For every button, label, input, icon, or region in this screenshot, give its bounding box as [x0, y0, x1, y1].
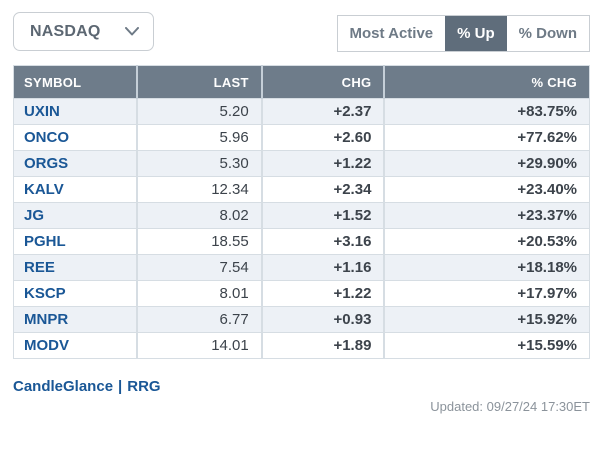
table-row: PGHL 18.55 +3.16 +20.53% — [13, 228, 590, 255]
link-separator: | — [118, 378, 123, 395]
topbar: NASDAQ Most Active % Up % Down — [13, 12, 590, 52]
table-row: MNPR 6.77 +0.93 +15.92% — [13, 306, 590, 333]
last-cell: 5.96 — [136, 124, 262, 151]
table-row: KSCP 8.01 +1.22 +17.97% — [13, 280, 590, 307]
chg-cell: +1.89 — [260, 332, 385, 359]
pct-chg-cell: +17.97% — [383, 280, 590, 307]
table-row: JG 8.02 +1.52 +23.37% — [13, 202, 590, 229]
symbol-cell: UXIN — [13, 98, 138, 125]
symbol-cell: REE — [13, 254, 138, 281]
symbol-cell: KSCP — [13, 280, 138, 307]
rrg-link[interactable]: RRG — [127, 378, 161, 395]
table-row: UXIN 5.20 +2.37 +83.75% — [13, 98, 590, 125]
symbol-link[interactable]: JG — [24, 207, 45, 224]
symbol-link[interactable]: REE — [24, 259, 55, 276]
table-header: SYMBOL LAST CHG % CHG — [13, 65, 590, 99]
chg-cell: +2.34 — [260, 176, 385, 203]
table-row: KALV 12.34 +2.34 +23.40% — [13, 176, 590, 203]
chevron-down-icon — [125, 23, 139, 41]
pct-chg-cell: +18.18% — [383, 254, 590, 281]
column-header-chg: CHG — [260, 65, 385, 99]
symbol-link[interactable]: ONCO — [24, 129, 69, 146]
tab-group: Most Active % Up % Down — [336, 15, 590, 52]
chg-cell: +2.37 — [260, 98, 385, 125]
table-body: UXIN 5.20 +2.37 +83.75% ONCO 5.96 +2.60 … — [13, 98, 590, 359]
table-row: MODV 14.01 +1.89 +15.59% — [13, 332, 590, 359]
chg-cell: +1.22 — [260, 280, 385, 307]
column-header-symbol: SYMBOL — [13, 65, 138, 99]
symbol-link[interactable]: ORGS — [24, 155, 69, 172]
footer-links: CandleGlance | RRG — [13, 378, 590, 395]
last-cell: 8.02 — [136, 202, 262, 229]
symbol-cell: MNPR — [13, 306, 138, 333]
chg-cell: +0.93 — [260, 306, 385, 333]
chg-cell: +3.16 — [260, 228, 385, 255]
last-cell: 5.30 — [136, 150, 262, 177]
chg-cell: +1.16 — [260, 254, 385, 281]
pct-chg-cell: +23.37% — [383, 202, 590, 229]
chg-cell: +1.22 — [260, 150, 385, 177]
pct-chg-cell: +77.62% — [383, 124, 590, 151]
symbol-link[interactable]: MNPR — [24, 311, 69, 328]
symbol-link[interactable]: PGHL — [24, 233, 66, 250]
symbol-cell: KALV — [13, 176, 138, 203]
chg-cell: +1.52 — [260, 202, 385, 229]
pct-chg-cell: +15.92% — [383, 306, 590, 333]
tab-percent-down[interactable]: % Down — [506, 16, 589, 51]
pct-chg-cell: +83.75% — [383, 98, 590, 125]
tab-percent-up[interactable]: % Up — [445, 16, 507, 51]
last-cell: 5.20 — [136, 98, 262, 125]
last-cell: 12.34 — [136, 176, 262, 203]
symbol-cell: ONCO — [13, 124, 138, 151]
table-row: ORGS 5.30 +1.22 +29.90% — [13, 150, 590, 177]
symbol-cell: PGHL — [13, 228, 138, 255]
last-cell: 6.77 — [136, 306, 262, 333]
column-header-last: LAST — [136, 65, 262, 99]
updated-timestamp: Updated: 09/27/24 17:30ET — [430, 399, 590, 414]
symbol-cell: MODV — [13, 332, 138, 359]
table-row: ONCO 5.96 +2.60 +77.62% — [13, 124, 590, 151]
pct-chg-cell: +23.40% — [383, 176, 590, 203]
column-header-pct-chg: % CHG — [383, 65, 590, 99]
symbol-link[interactable]: MODV — [24, 337, 69, 354]
exchange-select[interactable]: NASDAQ — [13, 12, 154, 51]
last-cell: 8.01 — [136, 280, 262, 307]
last-cell: 14.01 — [136, 332, 262, 359]
exchange-select-value: NASDAQ — [30, 22, 101, 40]
pct-chg-cell: +20.53% — [383, 228, 590, 255]
symbol-cell: JG — [13, 202, 138, 229]
symbol-cell: ORGS — [13, 150, 138, 177]
pct-chg-cell: +15.59% — [383, 332, 590, 359]
symbol-link[interactable]: UXIN — [24, 103, 60, 120]
table-row: REE 7.54 +1.16 +18.18% — [13, 254, 590, 281]
last-cell: 18.55 — [136, 228, 262, 255]
quotes-table: SYMBOL LAST CHG % CHG UXIN 5.20 +2.37 +8… — [13, 65, 590, 359]
symbol-link[interactable]: KSCP — [24, 285, 66, 302]
candleglance-link[interactable]: CandleGlance — [13, 378, 114, 395]
symbol-link[interactable]: KALV — [24, 181, 64, 198]
last-cell: 7.54 — [136, 254, 262, 281]
pct-chg-cell: +29.90% — [383, 150, 590, 177]
chg-cell: +2.60 — [260, 124, 385, 151]
tab-most-active[interactable]: Most Active — [337, 16, 446, 51]
